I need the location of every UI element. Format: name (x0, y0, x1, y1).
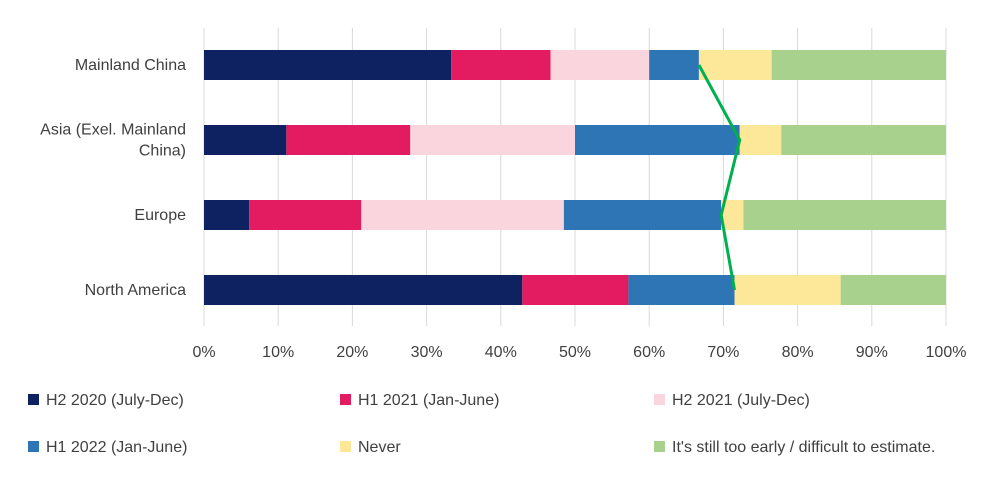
x-tick-label: 20% (336, 344, 368, 361)
bar-segment (698, 50, 772, 80)
bar-segment (204, 50, 452, 80)
x-tick-label: 50% (559, 344, 591, 361)
bar-segment (204, 200, 250, 230)
x-tick-label: 90% (856, 344, 888, 361)
legend: H2 2020 (July-Dec) H1 2021 (Jan-June) H2 2… (28, 392, 935, 456)
bar-segment (649, 50, 699, 80)
x-tick-label: 70% (707, 344, 739, 361)
x-axis-ticks: 0% 10% 20% 30% 40% 50% 60% 70% 80% 90% 100% (192, 344, 966, 361)
legend-label: H2 2020 (July-Dec) (46, 392, 184, 409)
x-tick-label: 80% (782, 344, 814, 361)
bar-segment (575, 125, 740, 155)
legend-swatch (28, 394, 39, 405)
bar-segment (563, 200, 722, 230)
legend-label: It's still too early / difficult to esti… (672, 439, 935, 456)
category-labels: Mainland China Asia (Exel. Mainland China)… (40, 57, 186, 299)
legend-swatch (28, 441, 39, 452)
bar-segment (840, 275, 946, 305)
bar-segment (361, 200, 564, 230)
bar-segment (550, 50, 650, 80)
legend-label: Never (358, 439, 401, 456)
x-tick-label: 100% (926, 344, 967, 361)
bar-segment (721, 200, 744, 230)
bar-segment (522, 275, 629, 305)
bar-segment (743, 200, 946, 230)
bar-segment (739, 125, 782, 155)
legend-swatch (654, 441, 665, 452)
category-label: Asia (Exel. Mainland China) (40, 122, 186, 160)
x-tick-label: 10% (262, 344, 294, 361)
bar-segment (628, 275, 735, 305)
bar-segment (204, 125, 287, 155)
bar-segment (771, 50, 946, 80)
bar-segment (734, 275, 841, 305)
category-label: Europe (134, 207, 186, 224)
x-tick-label: 30% (411, 344, 443, 361)
legend-swatch (654, 394, 665, 405)
bar-segment (204, 275, 523, 305)
bar-segment (451, 50, 551, 80)
legend-label: H1 2021 (Jan-June) (358, 392, 499, 409)
x-tick-label: 40% (485, 344, 517, 361)
category-label: North America (85, 282, 186, 299)
legend-swatch (340, 441, 351, 452)
bar-segment (286, 125, 411, 155)
category-label: Mainland China (75, 57, 186, 74)
connector-line (697, 64, 742, 291)
bars (204, 50, 946, 305)
bar-segment (410, 125, 575, 155)
legend-label: H1 2022 (Jan-June) (46, 439, 187, 456)
legend-label: H2 2021 (July-Dec) (672, 392, 810, 409)
connector-line-group (697, 64, 742, 291)
x-tick-label: 60% (633, 344, 665, 361)
bar-segment (249, 200, 362, 230)
bar-segment (781, 125, 946, 155)
x-tick-label: 0% (192, 344, 215, 361)
legend-swatch (340, 394, 351, 405)
